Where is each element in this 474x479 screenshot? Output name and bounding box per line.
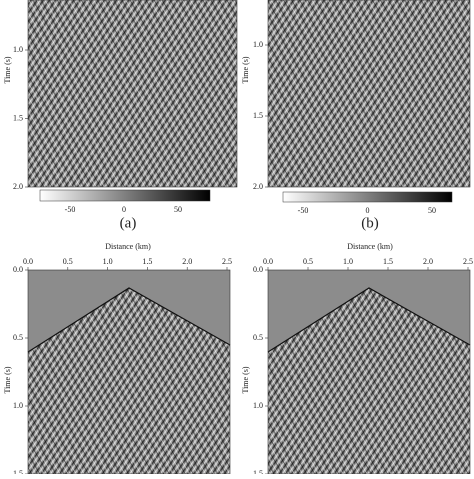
wavefield-overlay (28, 288, 230, 474)
colorbar-tick-label: 0 (366, 206, 370, 215)
y-tick-label: 1.0 (13, 401, 23, 410)
x-tick-label: 1.0 (343, 257, 353, 266)
frame (267, 0, 471, 188)
first-arrival (267, 287, 471, 353)
y-tick-label: 1.0 (253, 401, 263, 410)
wavefield-overlay (268, 288, 470, 474)
x-axis-label: Distance (km) (105, 242, 151, 251)
y-tick-label: 1.5 (13, 469, 23, 474)
x-axis-label: Distance (km) (347, 242, 393, 251)
x-tick-label: 2.5 (222, 257, 232, 266)
colorbar-tick-label: 50 (428, 206, 436, 215)
x-tick-label: 2.0 (423, 257, 433, 266)
y-axis-label: Time (s) (3, 366, 12, 393)
x-tick-label: 1.0 (103, 257, 113, 266)
y-tick-label: 1.5 (253, 111, 263, 120)
gather-overlay (268, 0, 470, 187)
colorbar-tick-label: -50 (65, 205, 76, 214)
y-axis-label: Time (s) (3, 56, 12, 83)
y-tick-label: 2.0 (13, 182, 23, 191)
x-tick-label: 0.5 (303, 257, 313, 266)
colorbar-tick-label: -50 (298, 206, 309, 215)
y-tick-label: 1.5 (13, 113, 23, 122)
x-tick-label: 2.5 (463, 257, 473, 266)
x-tick-label: 1.5 (142, 257, 152, 266)
colorbar-tick-label: 50 (174, 205, 182, 214)
y-tick-label: 1.0 (253, 40, 263, 49)
colorbar-tick-label: 0 (122, 205, 126, 214)
y-tick-label: 1.0 (13, 45, 23, 54)
y-tick-label: 2.0 (253, 182, 263, 191)
x-tick-label: 0.5 (63, 257, 73, 266)
caption: (b) (361, 215, 379, 231)
y-tick-label: 0.0 (13, 265, 23, 274)
x-tick-label: 2.0 (182, 257, 192, 266)
x-tick-label: 1.5 (383, 257, 393, 266)
y-axis-label: Time (s) (241, 366, 250, 393)
y-tick-label: 0.5 (13, 333, 23, 342)
y-axis-label: Time (s) (241, 56, 250, 83)
gather-overlay (28, 0, 237, 187)
frame (27, 0, 238, 188)
x-tick-label: 0.0 (263, 257, 273, 266)
y-tick-label: 0.5 (253, 333, 263, 342)
x-tick-label: 0.0 (23, 257, 33, 266)
y-tick-label: 1.5 (253, 469, 263, 474)
first-arrival (27, 287, 231, 353)
colorbar (282, 191, 453, 203)
caption: (a) (120, 215, 137, 231)
colorbar (39, 189, 211, 202)
y-tick-label: 0.0 (253, 265, 263, 274)
